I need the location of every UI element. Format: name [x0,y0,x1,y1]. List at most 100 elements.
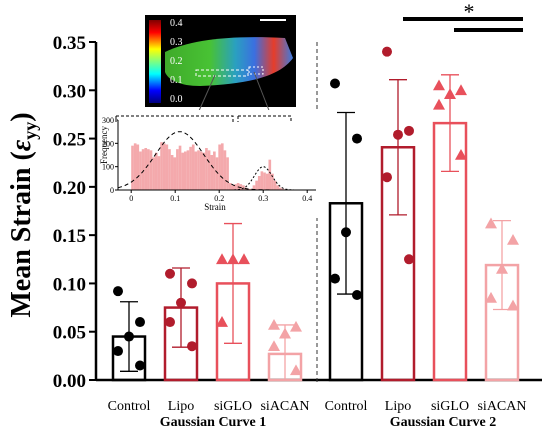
region-box-left [195,69,249,77]
histogram-bin [228,183,232,190]
histogram-bin [131,145,134,190]
histogram-x-tick-label: 0.3 [258,194,268,203]
histogram-bin [231,185,235,190]
histogram-y-tick-label: 0 [110,186,114,195]
histogram-x-tick-label: 0.4 [302,194,312,203]
histogram-bin [257,176,261,190]
y-tick-label: 0.35 [53,33,86,54]
histogram-bin [191,144,195,190]
histogram-x-tick-label: 0.1 [170,194,180,203]
x-category-label: siACAN [260,399,309,414]
histogram-bin [186,150,190,190]
histogram-bin [147,149,150,190]
data-point [216,316,228,327]
histogram-bin [213,151,216,190]
histogram-bin [260,171,264,190]
histogram-x-tick-label: 0.2 [214,194,224,203]
data-point [176,297,186,308]
data-point [268,318,280,330]
tissue-strain-overlay [165,37,293,86]
histogram-bin [234,184,237,190]
colorbar-ticks: 0.4 0.3 0.2 0.1 0.0 [170,18,183,105]
x-category-labels: Control Lipo siGLO siACAN Control Lipo siGLO si… [108,399,527,414]
y-tick-label: 0.15 [53,226,86,247]
data-point [227,253,239,265]
colorbar-tick-label: 0.1 [170,75,183,86]
histogram-bin [184,151,187,190]
x-category-label: Lipo [385,399,411,414]
group-label-1: Gaussian Curve 1 [160,415,267,430]
histogram-bin [268,159,272,190]
data-point [290,320,302,332]
x-category-label: Control [108,399,151,414]
histogram-axes: 0 100 200 300 0 0.1 0.2 0.3 0.4 [102,116,316,203]
data-point [124,331,134,342]
histogram-bin [255,180,258,190]
region-box-right [248,66,264,75]
inset-histogram: 0 100 200 300 0 0.1 0.2 0.3 0.4 Strain Frequency [99,110,318,218]
histogram-bin [194,151,198,190]
histogram-bin [157,156,161,190]
data-point [279,327,291,339]
histogram-bin [218,144,221,190]
histogram-bin [176,149,179,190]
x-category-label: siGLO [214,399,252,414]
data-point [187,341,197,352]
y-tick-label: 0.30 [53,81,86,102]
histogram-bin [247,188,250,190]
significance-star: * [464,0,475,24]
data-point [135,360,145,371]
data-point [330,78,340,89]
histogram-y-tick-label: 300 [102,116,114,125]
colorbar-tick-label: 0.0 [170,94,183,105]
histogram-bin [215,157,219,190]
data-point [352,133,362,144]
y-tick-label: 0.25 [53,130,86,151]
colorbar-tick-label: 0.2 [170,56,183,67]
histogram-bin [273,180,277,190]
histogram-bin [149,150,153,190]
histogram-x-label: Strain [204,202,226,212]
histogram-bin [263,172,266,190]
data-point [485,217,497,229]
histogram-bin [173,157,177,190]
data-point [341,227,351,238]
histogram-bin [250,188,253,190]
histogram-bin [136,144,140,190]
histogram-bin [133,143,137,190]
histogram-bin [252,185,256,190]
data-point [165,268,175,279]
data-point [268,340,280,351]
callout-line-right [253,71,271,114]
histogram-bin [199,151,203,190]
histogram-bin [271,173,274,190]
x-category-label: siACAN [477,399,526,414]
y-tick-label: 0.00 [53,371,86,392]
histogram-bin [205,148,208,190]
histogram-bin [165,144,169,190]
colorbar-tick-label: 0.3 [170,37,183,48]
histogram-bin [189,146,192,190]
colorbar-tick-label: 0.4 [170,18,183,29]
data-point [485,291,497,303]
histogram-bin [154,152,158,190]
histogram-bin [181,152,184,190]
y-tick-label: 0.05 [53,323,86,344]
histogram-bin [281,188,285,190]
histogram-bin [223,150,227,190]
x-category-label: siGLO [431,399,469,414]
data-point [404,125,414,136]
data-point [382,46,392,57]
histogram-bin [162,143,166,190]
histogram-y-tick-label: 200 [102,139,114,148]
data-point [135,317,145,328]
histogram-bin [226,157,229,190]
histogram-bin [202,152,206,190]
histogram-bin [152,157,155,190]
y-tick-label: 0.20 [53,178,86,199]
data-point [507,233,519,245]
data-point [507,299,519,311]
data-point [455,84,467,96]
histogram-bin [178,145,182,190]
histogram-bin [141,149,145,190]
